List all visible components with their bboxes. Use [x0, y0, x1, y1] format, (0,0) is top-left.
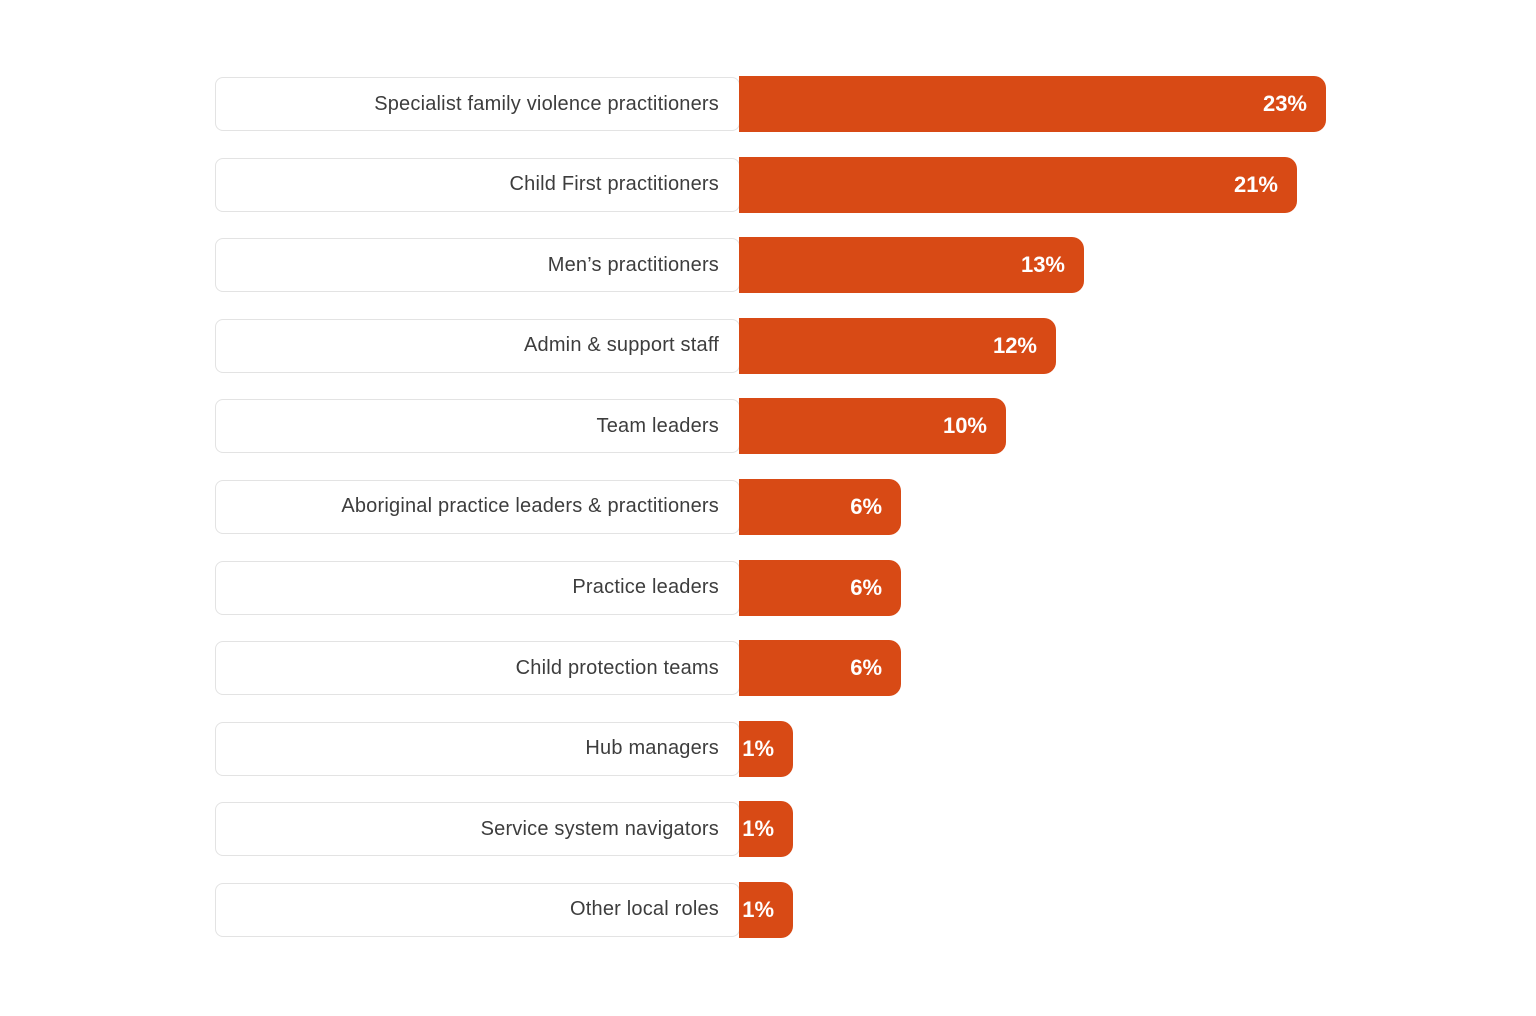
- chart-row: Aboriginal practice leaders & practition…: [215, 478, 1326, 535]
- bar: 13%: [739, 237, 1084, 294]
- bar-value-label: 6%: [850, 655, 882, 681]
- chart-row: Other local roles 1%: [215, 881, 1326, 938]
- category-label-box: Specialist family violence practitioners: [215, 77, 740, 131]
- category-label-box: Hub managers: [215, 721, 740, 776]
- category-label-box: Child protection teams: [215, 641, 740, 696]
- bar-value-label: 1%: [742, 735, 774, 761]
- bar-value-label: 10%: [942, 413, 987, 439]
- bar: 6%: [739, 478, 901, 535]
- chart-row: Service system navigators 1%: [215, 801, 1326, 858]
- category-label-box: Other local roles: [215, 882, 740, 937]
- bar-value-label: 12%: [992, 332, 1037, 358]
- bar: 1%: [739, 720, 793, 777]
- bar-value-label: 6%: [850, 493, 882, 519]
- bar: 1%: [739, 801, 793, 858]
- bar-value-label: 13%: [1020, 252, 1065, 278]
- chart-row: Admin & support staff 12%: [215, 317, 1326, 374]
- category-label-box: Team leaders: [215, 399, 740, 454]
- bar: 6%: [739, 559, 901, 616]
- bar-value-label: 21%: [1233, 171, 1278, 197]
- bar-value-label: 6%: [850, 574, 882, 600]
- chart-row: Child protection teams 6%: [215, 640, 1326, 697]
- bar: 23%: [739, 76, 1326, 132]
- category-label-box: Admin & support staff: [215, 318, 740, 373]
- category-label-box: Service system navigators: [215, 802, 740, 857]
- category-label: Aboriginal practice leaders & practition…: [341, 495, 719, 518]
- bar: 6%: [739, 640, 901, 697]
- bar-value-label: 1%: [742, 816, 774, 842]
- bar: 21%: [739, 156, 1297, 213]
- category-label: Admin & support staff: [523, 334, 719, 357]
- category-label: Child First practitioners: [509, 173, 719, 196]
- chart-row: Hub managers 1%: [215, 720, 1326, 777]
- bar-value-label: 23%: [1262, 91, 1307, 116]
- chart-row: Child First practitioners 21%: [215, 156, 1326, 213]
- category-label-box: Practice leaders: [215, 560, 740, 615]
- chart-row: Specialist family violence practitioners…: [215, 76, 1326, 132]
- category-label-box: Child First practitioners: [215, 157, 740, 212]
- category-label: Men’s practitioners: [547, 253, 719, 276]
- bar: 12%: [739, 317, 1056, 374]
- category-label: Specialist family violence practitioners: [374, 92, 719, 115]
- category-label-box: Men’s practitioners: [215, 238, 740, 293]
- chart-rows: Specialist family violence practitioners…: [215, 76, 1326, 938]
- category-label: Practice leaders: [572, 576, 719, 599]
- bar-value-label: 1%: [742, 896, 774, 922]
- category-label: Team leaders: [596, 414, 719, 437]
- category-label-box: Aboriginal practice leaders & practition…: [215, 479, 740, 534]
- category-label: Child protection teams: [515, 656, 719, 679]
- chart-row: Practice leaders 6%: [215, 559, 1326, 616]
- chart-row: Team leaders 10%: [215, 398, 1326, 455]
- bar: 1%: [739, 881, 793, 938]
- category-label: Hub managers: [585, 737, 719, 760]
- category-label: Other local roles: [569, 898, 719, 921]
- bar-chart: Specialist family violence practitioners…: [215, 76, 1326, 938]
- category-label: Service system navigators: [480, 817, 719, 840]
- chart-row: Men’s practitioners 13%: [215, 237, 1326, 294]
- bar: 10%: [739, 398, 1006, 455]
